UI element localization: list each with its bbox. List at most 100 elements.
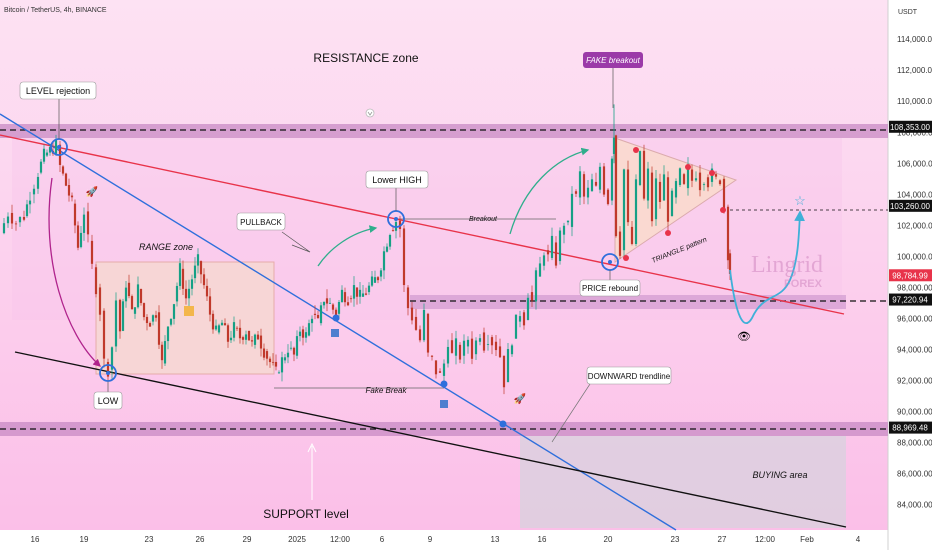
mid-zone-band [410, 295, 846, 309]
candle-body [558, 230, 562, 262]
candle-body [220, 322, 224, 326]
candle-body [178, 263, 182, 286]
candle-body [434, 360, 438, 375]
y-tick-label: 110,000.00 [897, 97, 932, 106]
candle-body [79, 232, 83, 248]
candle-body [14, 223, 18, 225]
candle-body [370, 276, 374, 286]
candle-body [124, 287, 128, 302]
candle-body [139, 289, 143, 304]
price-tag-label: 108,353.00 [890, 123, 931, 132]
y-tick-label: 112,000.00 [897, 66, 932, 75]
candle-body [450, 340, 454, 353]
pullback-arrow [317, 225, 378, 267]
low-box [93, 391, 123, 410]
candle-body [127, 282, 131, 297]
candle-body [361, 293, 365, 297]
candle-body [518, 316, 522, 322]
candle-body [391, 230, 395, 231]
touch-dot [499, 420, 507, 428]
price-tag [889, 199, 932, 212]
pivot-marker-low [99, 364, 117, 382]
candle-body [307, 323, 311, 336]
candle-body [2, 223, 6, 234]
candle-body [268, 358, 272, 363]
y-tick-label: 98,000.00 [897, 283, 932, 292]
candle-body [328, 302, 332, 304]
candle-body [418, 329, 422, 341]
candle-body [346, 302, 350, 306]
eye-icon: 👁 [737, 331, 751, 343]
price-tag-label: 103,260.00 [890, 202, 931, 211]
candle-body [498, 346, 502, 358]
candle-body [666, 177, 670, 222]
rally-arrow [509, 147, 590, 235]
candle-body [526, 297, 530, 321]
candle-body [187, 288, 191, 299]
candle-body [25, 204, 29, 217]
candle-body [241, 337, 245, 340]
triangle-dot [720, 207, 726, 213]
rocket-icon: 🚀 [514, 392, 527, 405]
up-arrow-icon [440, 400, 448, 408]
y-tick-label: 88,000.00 [897, 439, 932, 448]
candle-body [562, 225, 566, 235]
time-axis[interactable]: 16 19 23 26 29 2025 12:00 6 9 13 16 20 23 27 12:00 Feb 4 [31, 535, 861, 544]
candle-body [121, 301, 125, 331]
candle-body [67, 185, 71, 196]
candle-body [388, 235, 392, 247]
support-level-label: SUPPORT level [263, 507, 349, 521]
candle-body [674, 181, 678, 198]
watermark: Lingrid FOREX [751, 252, 823, 290]
candle-body [259, 335, 263, 349]
candle-body [196, 254, 200, 266]
fake-breakout-badge [583, 52, 643, 68]
candle-body [217, 325, 221, 333]
candle-body [343, 292, 347, 303]
candle-body [364, 293, 368, 295]
candle-body [355, 287, 359, 297]
y-tick-label: 100,000.00 [897, 252, 932, 261]
candle-body [706, 177, 710, 188]
candle-body [214, 325, 218, 330]
candle-body [151, 315, 155, 322]
candle-body [247, 330, 251, 341]
price-tags: 108,353.00 103,260.00 98,784.99 97,220.94 88… [889, 120, 932, 434]
candle-body [482, 332, 486, 351]
x-tick-label: 2025 [288, 535, 306, 544]
resistance-zone-band [0, 124, 888, 138]
candle-body [622, 169, 626, 251]
candle-body [662, 174, 666, 201]
gold-box-icon [184, 306, 194, 316]
price-rebound-label: PRICE rebound [582, 284, 638, 293]
buying-area-box [520, 436, 846, 528]
candle-body [86, 211, 90, 235]
candle-body [42, 148, 46, 162]
candle-body [726, 206, 730, 261]
lower-high-label: Lower HIGH [372, 175, 422, 185]
pivot-markers [50, 138, 726, 428]
candle-body [349, 298, 353, 300]
triangle-dot [633, 147, 639, 153]
annotations: RESISTANCE zone FAKE breakout LEVEL reje… [19, 51, 808, 521]
candle-body [238, 327, 242, 339]
candle-body [728, 253, 732, 274]
candle-body [223, 323, 227, 326]
candle-body [184, 288, 188, 299]
candle-body [292, 347, 296, 355]
candle-body [714, 174, 718, 177]
candle-body [454, 338, 458, 356]
candle-body [340, 289, 344, 303]
buying-area-label: BUYING area [752, 470, 807, 480]
candle-body [39, 161, 43, 173]
candle-body [286, 352, 290, 358]
candle-body [658, 181, 662, 202]
candle-body [61, 166, 65, 174]
candle-body [283, 357, 287, 361]
fake-break-label: Fake Break [366, 386, 408, 395]
lower-high-box [365, 170, 429, 189]
downward-trendline [0, 134, 845, 315]
target-star-icon: ☆ [794, 193, 806, 208]
candle-body [550, 235, 554, 258]
